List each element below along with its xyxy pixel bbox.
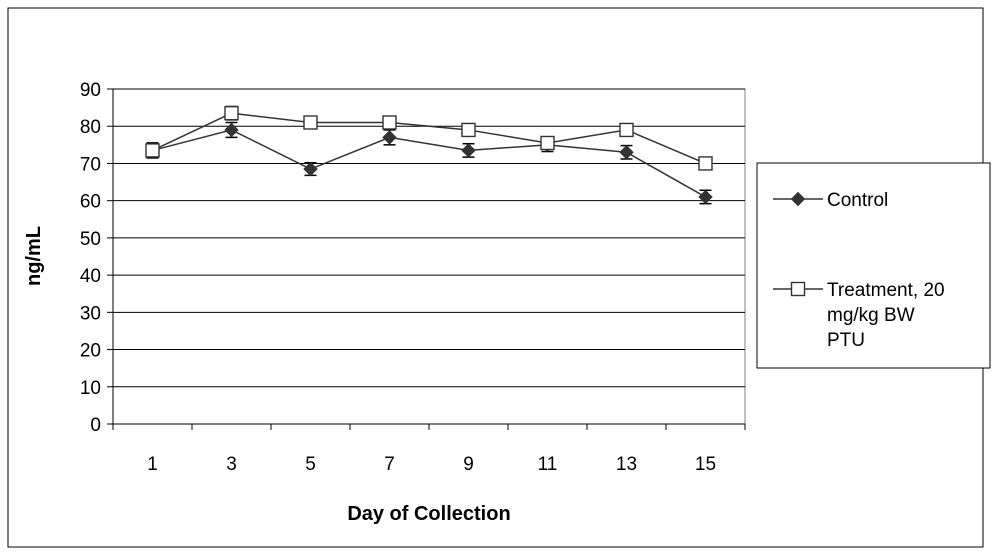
x-tick-label: 3 (226, 454, 237, 475)
data-point (698, 156, 713, 171)
data-point (303, 115, 318, 130)
legend-label-line: PTU (827, 330, 865, 351)
x-tick-label: 9 (463, 454, 474, 475)
y-tick-label: 10 (80, 378, 101, 399)
legend-label-line: Control (827, 190, 888, 211)
y-tick-label: 50 (80, 229, 101, 250)
y-tick-label: 40 (80, 266, 101, 287)
x-tick-label: 11 (538, 454, 558, 475)
data-point (303, 161, 318, 177)
data-point (619, 122, 634, 138)
data-point (461, 143, 476, 158)
x-tick-label: 1 (147, 454, 158, 475)
legend-label: Treatment, 20 mg/kg BW PTU (827, 280, 945, 351)
plot-area (112, 88, 746, 425)
x-tick-label: 7 (384, 454, 395, 475)
data-point (461, 122, 476, 138)
y-tick-label: 60 (80, 192, 101, 213)
data-point (224, 122, 239, 138)
legend-label-line: Treatment, 20 (827, 280, 945, 301)
legend-marker (790, 191, 806, 207)
legend: Control Treatment, 20 mg/kg BW PTU (756, 162, 991, 369)
y-axis-label: ng/mL (23, 226, 45, 286)
series-line (152, 112, 706, 165)
legend-marker (790, 281, 806, 297)
series-layer (145, 105, 713, 205)
y-tick-label: 20 (80, 341, 101, 362)
legend-label-line: mg/kg BW (827, 305, 915, 326)
data-point (540, 135, 555, 151)
data-point (224, 105, 239, 121)
x-axis-label: Day of Collection (347, 503, 510, 525)
data-point (382, 130, 397, 145)
data-point (145, 143, 160, 158)
gridlines (113, 88, 745, 388)
x-tick-label: 15 (695, 454, 716, 475)
y-tick-label: 70 (80, 154, 101, 175)
y-tick-label: 80 (80, 117, 101, 138)
y-tick-label: 90 (80, 80, 101, 101)
legend-label: Control (827, 190, 888, 211)
y-tick-label: 30 (80, 303, 101, 324)
y-tick-label: 0 (90, 415, 101, 436)
x-tick-label: 5 (305, 454, 316, 475)
x-tick-label: 13 (616, 454, 637, 475)
data-point (619, 145, 634, 160)
data-point (698, 189, 713, 205)
data-point (382, 115, 397, 130)
series-1 (145, 105, 713, 171)
series-line (152, 129, 706, 198)
